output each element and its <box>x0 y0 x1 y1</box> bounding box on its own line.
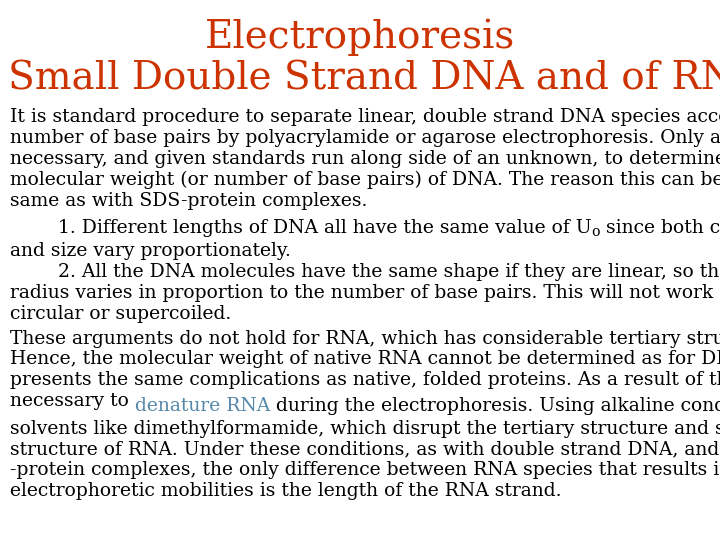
Text: It is standard procedure to separate linear, double strand DNA species according: It is standard procedure to separate lin… <box>10 108 720 210</box>
Text: denature RNA: denature RNA <box>135 397 270 415</box>
Text: These arguments do not hold for RNA, which has considerable tertiary structure.
: These arguments do not hold for RNA, whi… <box>10 329 720 410</box>
Text: during the electrophoresis. Using alkaline conditions, or: during the electrophoresis. Using alkali… <box>270 397 720 415</box>
Text: solvents like dimethylformamide, which disrupt the tertiary structure and second: solvents like dimethylformamide, which d… <box>10 420 720 500</box>
Text: 1. Different lengths of DNA all have the same value of U: 1. Different lengths of DNA all have the… <box>10 219 592 238</box>
Text: o: o <box>592 225 600 239</box>
Text: and size vary proportionately.: and size vary proportionately. <box>10 242 291 260</box>
Text: since both charge: since both charge <box>600 219 720 238</box>
Text: of Small Double Strand DNA and of RNA: of Small Double Strand DNA and of RNA <box>0 60 720 98</box>
Text: Electrophoresis: Electrophoresis <box>205 19 515 56</box>
Text: 2. All the DNA molecules have the same shape if they are linear, so the Stokes
r: 2. All the DNA molecules have the same s… <box>10 263 720 323</box>
